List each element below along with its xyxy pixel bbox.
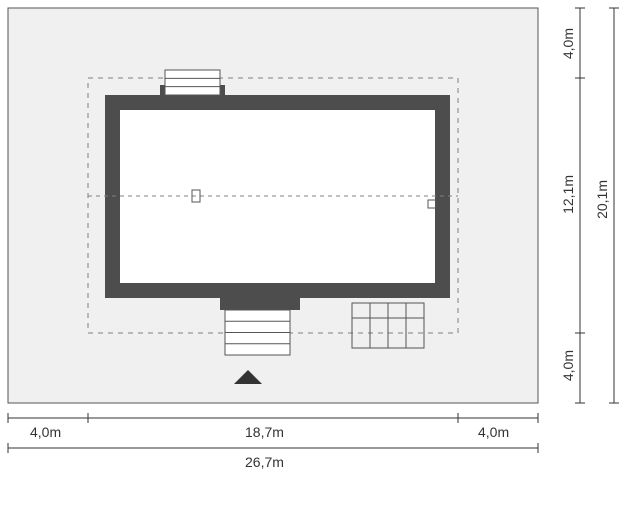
dim-right-outer-0: 20,1m [594, 180, 610, 219]
dim-bottom-inner-2: 4,0m [478, 424, 509, 440]
steps-top [165, 70, 220, 95]
dim-right-inner-2: 4,0m [560, 350, 576, 381]
dim-right-inner-0: 4,0m [560, 28, 576, 59]
floorplan-svg [0, 0, 634, 500]
dim-bottom-outer-0: 26,7m [245, 454, 284, 470]
dim-bottom-inner-0: 4,0m [30, 424, 61, 440]
dim-bottom-inner-1: 18,7m [245, 424, 284, 440]
dim-right-inner-1: 12,1m [560, 175, 576, 214]
floorplan-canvas: 4,0m 18,7m 4,0m 26,7m 4,0m 12,1m 4,0m 20,1m [0, 0, 634, 500]
